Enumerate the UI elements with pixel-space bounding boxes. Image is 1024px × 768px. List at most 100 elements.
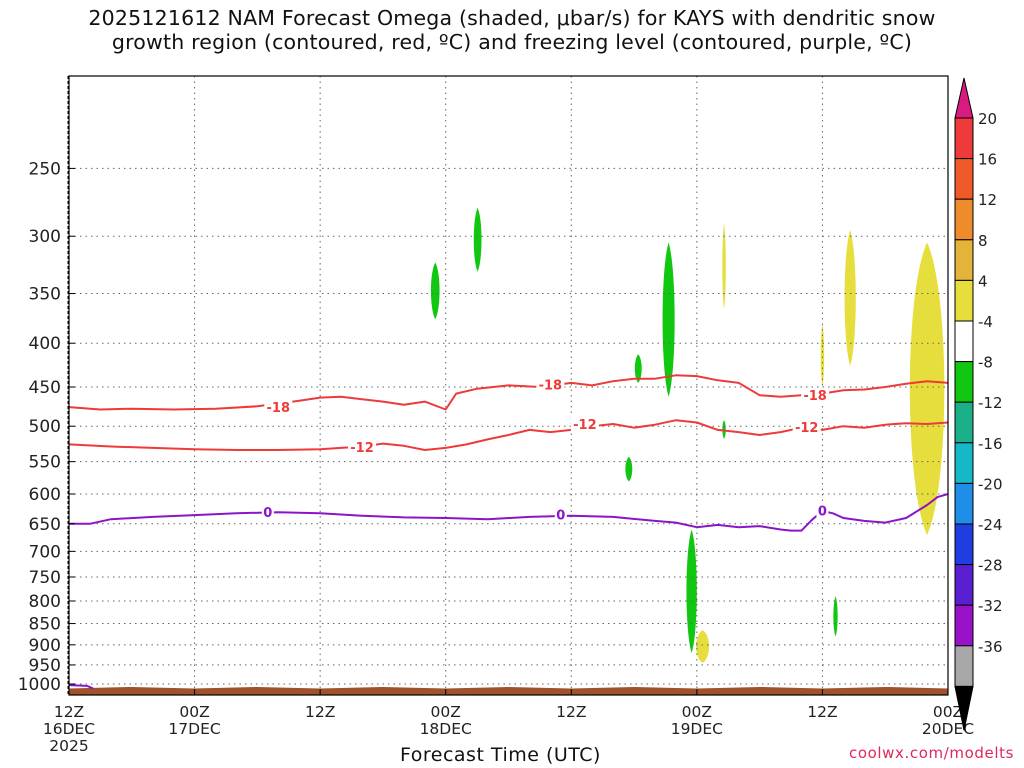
- y-tick-label-850: 850: [29, 615, 61, 635]
- contour-label-7: 0: [263, 506, 272, 521]
- surface-freezing-hook: [68, 684, 94, 690]
- omega-region-1: [430, 262, 440, 320]
- x-tick-label-36-1: 18DEC: [420, 720, 472, 738]
- colorbar-segment-11: [954, 523, 974, 566]
- plot-frame: [68, 75, 949, 696]
- colorbar-segment-10: [954, 482, 974, 525]
- x-tick-label-36-0: 00Z: [431, 703, 461, 721]
- contour-label-9: 0: [818, 504, 827, 519]
- colorbar-segment-9: [954, 442, 974, 484]
- colorbar-label-12: -28: [978, 557, 1003, 575]
- y-tick-label-1000: 1000: [18, 675, 61, 695]
- contour-label-bg-6: [792, 419, 821, 434]
- axes: [67, 75, 949, 696]
- y-tick-label-600: 600: [29, 485, 61, 505]
- omega-region-5: [625, 456, 633, 482]
- colorbar-label-3: 12: [978, 191, 997, 209]
- terrain-fill: [69, 686, 948, 695]
- terrain-band: [69, 686, 948, 695]
- y-tick-label-650: 650: [29, 515, 61, 535]
- x-tick-label-72-0: 12Z: [807, 703, 837, 721]
- omega-region-3: [634, 354, 642, 383]
- omega-region-13: [909, 242, 945, 536]
- contour-label-5: -12: [573, 418, 597, 433]
- colorbar-segment-14: [954, 645, 974, 687]
- colorbar-label-11: -24: [978, 516, 1003, 534]
- omega-region-12: [844, 229, 856, 366]
- colorbar-segment-6: [954, 320, 974, 363]
- contour-label-bg-1: [264, 400, 293, 415]
- colorbar-label-5: 4: [978, 272, 988, 290]
- contour-label-1: -18: [267, 401, 291, 416]
- x-tick-label-60-0: 00Z: [682, 703, 712, 721]
- contour-labels: -18 -18 -18 -12 -12 -12 0 0 0: [261, 377, 830, 524]
- y-tick-label-900: 900: [29, 636, 61, 656]
- y-tick-label-800: 800: [29, 592, 61, 612]
- contour-label-bg-3: [801, 388, 830, 403]
- y-tick-label-300: 300: [29, 227, 61, 247]
- y-tick-label-250: 250: [29, 159, 61, 179]
- colorbar-label-7: -8: [978, 354, 993, 372]
- contour-label-bg-5: [570, 416, 599, 431]
- colorbar-label-14: -36: [978, 638, 1003, 656]
- omega-region-11: [820, 324, 825, 388]
- colorbar-label-9: -16: [978, 435, 1003, 453]
- contour-label-bg-7: [261, 505, 274, 520]
- contour-label-bg-2: [536, 377, 565, 392]
- colorbar: 20 16 12 8 4 -4 -8 -12 -16 -20 -24 -28 -32 -36: [954, 77, 1003, 731]
- x-tick-label-0-1: 16DEC: [43, 720, 95, 738]
- omega-region-9: [722, 223, 726, 310]
- contour-label-8: 0: [556, 509, 565, 524]
- y-tick-label-700: 700: [29, 542, 61, 562]
- x-tick-label-48-0: 12Z: [556, 703, 586, 721]
- contour-label-3: -18: [803, 389, 827, 404]
- contour-label-6: -12: [795, 421, 819, 436]
- x-tick-label-84-0: 00Z: [933, 703, 963, 721]
- x-tick-label-24-0: 12Z: [305, 703, 335, 721]
- colorbar-segment-1: [954, 117, 974, 160]
- y-tick-label-350: 350: [29, 285, 61, 305]
- y-tick-label-550: 550: [29, 453, 61, 473]
- contour-label-bg-9: [816, 503, 829, 518]
- credit-link[interactable]: coolwx.com/modelts: [849, 744, 1014, 762]
- x-axis-label: Forecast Time (UTC): [400, 744, 601, 766]
- y-tick-label-750: 750: [29, 568, 61, 588]
- omega-region-4: [662, 242, 675, 397]
- x-tick-label-0-0: 12Z: [54, 703, 84, 721]
- contour-0: [69, 493, 949, 532]
- x-tick-label-12-1: 17DEC: [168, 720, 220, 738]
- y-tick-label-500: 500: [29, 417, 61, 437]
- omega-region-10: [696, 630, 710, 663]
- colorbar-segment-4: [954, 239, 974, 281]
- chart-title: 2025121612 NAM Forecast Omega (shaded, μ…: [0, 6, 1024, 54]
- y-tick-labels: 2503003504004505005506006507007508008509…: [18, 159, 75, 695]
- omega-regions: [430, 207, 945, 663]
- colorbar-segment-13: [954, 604, 974, 647]
- colorbar-segment-2: [954, 158, 974, 200]
- colorbar-label-10: -20: [978, 475, 1003, 493]
- colorbar-label-2: 16: [978, 151, 997, 169]
- x-tick-label-84-1: 20DEC: [922, 720, 974, 738]
- contour-label-2: -18: [539, 379, 563, 394]
- x-tick-label-0-2: 2025: [49, 737, 88, 755]
- colorbar-label-1: 20: [978, 110, 997, 128]
- contour-label-bg-8: [554, 507, 567, 522]
- chart-title-line1: 2025121612 NAM Forecast Omega (shaded, μ…: [88, 6, 936, 30]
- colorbar-segment-7: [954, 361, 974, 403]
- y-tick-label-950: 950: [29, 656, 61, 676]
- omega-region-2: [473, 207, 482, 272]
- colorbar-label-8: -12: [978, 394, 1003, 412]
- omega-region-6: [686, 529, 697, 653]
- colorbar-segment-12: [954, 564, 974, 606]
- colorbar-label-6: -4: [978, 313, 993, 331]
- x-tick-label-12-0: 00Z: [179, 703, 209, 721]
- chart-title-line2: growth region (contoured, red, ºC) and f…: [111, 30, 913, 54]
- x-tick-label-60-1: 19DEC: [671, 720, 723, 738]
- colorbar-top-arrow: [954, 77, 974, 119]
- colorbar-segment-8: [954, 401, 974, 444]
- colorbar-label-4: 8: [978, 232, 988, 250]
- colorbar-label-13: -32: [978, 597, 1003, 615]
- colorbar-segment-5: [954, 279, 974, 322]
